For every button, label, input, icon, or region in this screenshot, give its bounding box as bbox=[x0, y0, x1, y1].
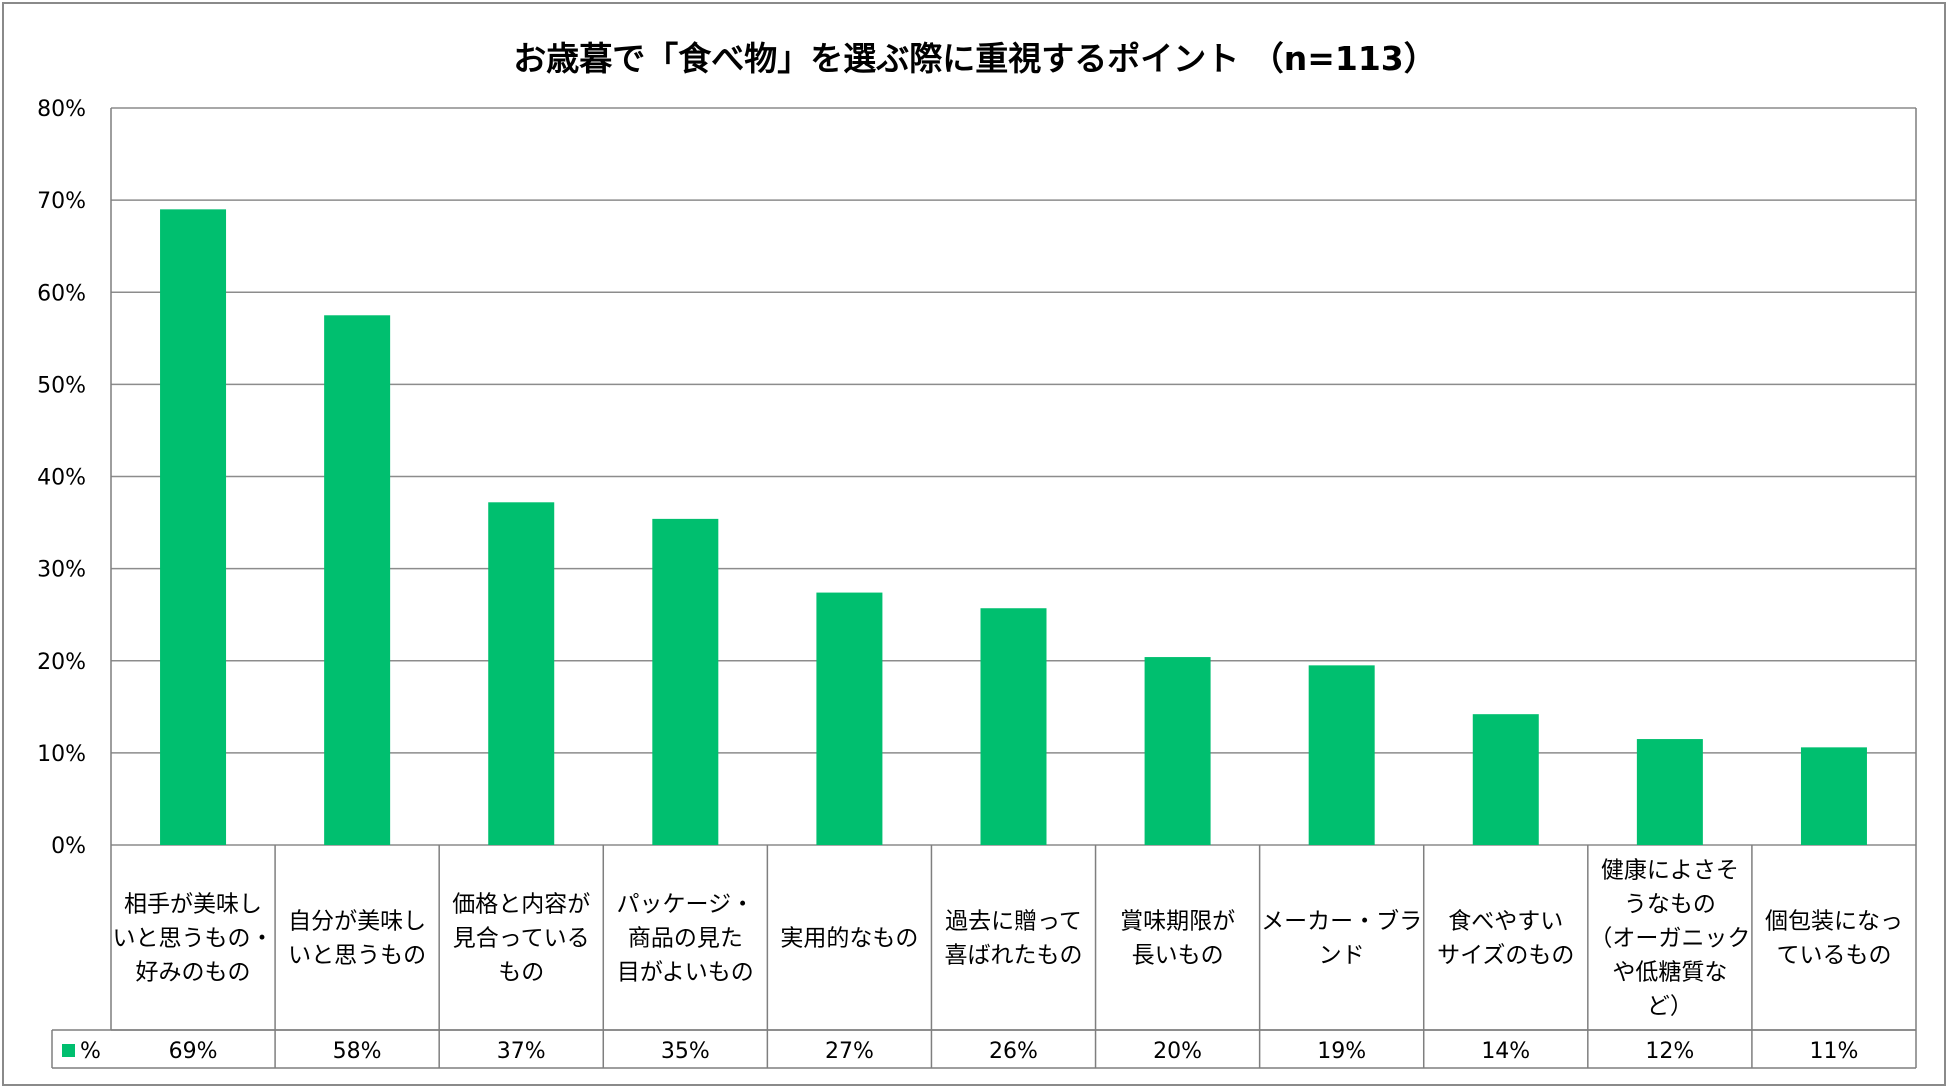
x-category-label-line: 長いもの bbox=[1132, 943, 1224, 969]
bar bbox=[488, 502, 555, 845]
bar-layer bbox=[160, 209, 1867, 845]
legend-swatch bbox=[62, 1044, 75, 1057]
x-category-label-line: 賞味期限が bbox=[1120, 909, 1235, 935]
x-category-label-line: 相手が美味し bbox=[124, 892, 262, 918]
y-tick-label: 30% bbox=[37, 558, 86, 583]
y-tick-label: 20% bbox=[37, 650, 86, 675]
bar bbox=[1144, 657, 1211, 845]
chart-title: お歳暮で「食べ物」を選ぶ際に重視するポイント （n=113） bbox=[513, 39, 1437, 78]
x-category-label-line: 好みのもの bbox=[136, 960, 251, 986]
x-category-label-line: 過去に贈って bbox=[945, 909, 1082, 935]
x-category-label: 実用的なもの bbox=[780, 926, 918, 952]
x-category-label-line: 実用的なもの bbox=[780, 926, 918, 952]
bar bbox=[324, 315, 391, 845]
x-category-label-line: 食べやすい bbox=[1448, 909, 1563, 935]
bar bbox=[1636, 739, 1703, 845]
x-category-label-line: 個包装になっ bbox=[1765, 909, 1903, 935]
bar bbox=[1800, 747, 1867, 845]
data-label: 27% bbox=[825, 1039, 874, 1064]
x-category-label-line: ど） bbox=[1647, 994, 1693, 1020]
x-category-label: メーカー・ブランド bbox=[1261, 909, 1422, 969]
x-category-label-line: サイズのもの bbox=[1437, 943, 1574, 969]
data-label: 35% bbox=[661, 1039, 710, 1064]
x-category-label: 個包装になっているもの bbox=[1765, 909, 1903, 969]
bar bbox=[980, 608, 1047, 845]
data-label: 69% bbox=[169, 1039, 218, 1064]
y-tick-label: 70% bbox=[37, 189, 86, 214]
x-category-label-line: 目がよいもの bbox=[617, 960, 754, 986]
x-category-label-line: いと思うもの bbox=[288, 943, 426, 969]
x-category-label-line: もの bbox=[498, 960, 544, 986]
grid-layer: 0% 10% 20% 30% 40% 50% 60% 70% 80% bbox=[37, 97, 1917, 1068]
x-category-label: 相手が美味しいと思うもの・好みのもの bbox=[113, 892, 274, 986]
x-category-label: 健康によさそうなもの （オーガニックや低糖質など） bbox=[1589, 858, 1750, 1020]
data-table: % 相手が美味しいと思うもの・好みのもの 69% 自分が美味しいと思うもの 58% 価格と… bbox=[51, 845, 1916, 1069]
x-category-label-line: 健康によさそ bbox=[1601, 858, 1739, 884]
x-category-label: 自分が美味しいと思うもの bbox=[288, 909, 426, 969]
x-category-label-line: いと思うもの・ bbox=[113, 926, 274, 952]
x-category-label: 過去に贈って喜ばれたもの bbox=[945, 909, 1083, 969]
data-label: 14% bbox=[1481, 1039, 1530, 1064]
x-category-label: 価格と内容が見合っているもの bbox=[452, 892, 590, 986]
data-label: 20% bbox=[1153, 1039, 1202, 1064]
x-category-label-line: メーカー・ブラ bbox=[1261, 909, 1422, 935]
y-tick-label: 50% bbox=[37, 373, 86, 398]
data-label: 12% bbox=[1645, 1039, 1694, 1064]
y-tick-label: 60% bbox=[37, 281, 86, 306]
x-category-label-line: 見合っている bbox=[453, 926, 590, 952]
y-tick-label: 10% bbox=[37, 742, 86, 767]
data-label: 19% bbox=[1317, 1039, 1366, 1064]
x-category-label: パッケージ・商品の見た目がよいもの bbox=[617, 892, 755, 986]
x-category-label-line: パッケージ・ bbox=[617, 892, 755, 918]
x-category-label-line: 商品の見た bbox=[628, 926, 743, 952]
x-category-label: 賞味期限が長いもの bbox=[1120, 909, 1235, 969]
data-label: 58% bbox=[333, 1039, 382, 1064]
bar bbox=[160, 209, 227, 845]
data-label: 11% bbox=[1810, 1039, 1859, 1064]
x-category-label: 食べやすいサイズのもの bbox=[1437, 909, 1574, 969]
x-category-label-line: ているもの bbox=[1776, 943, 1891, 969]
x-category-label-line: 価格と内容が bbox=[452, 892, 590, 918]
y-tick-label: 80% bbox=[37, 97, 86, 122]
x-category-label-line: ンド bbox=[1319, 943, 1365, 969]
x-category-label-line: 自分が美味し bbox=[288, 909, 426, 935]
x-category-label-line: うなもの bbox=[1624, 892, 1716, 918]
bar bbox=[1472, 714, 1539, 845]
data-label: 26% bbox=[989, 1039, 1038, 1064]
bar bbox=[652, 518, 719, 845]
data-label: 37% bbox=[497, 1039, 546, 1064]
bar bbox=[816, 592, 883, 845]
x-category-label-line: （オーガニック bbox=[1589, 926, 1750, 952]
x-category-label-line: や低糖質な bbox=[1612, 960, 1727, 986]
y-tick-label: 0% bbox=[51, 834, 86, 859]
x-category-label-line: 喜ばれたもの bbox=[945, 943, 1083, 969]
y-tick-label: 40% bbox=[37, 466, 86, 491]
legend-label: % bbox=[80, 1039, 101, 1064]
bar bbox=[1308, 665, 1375, 845]
